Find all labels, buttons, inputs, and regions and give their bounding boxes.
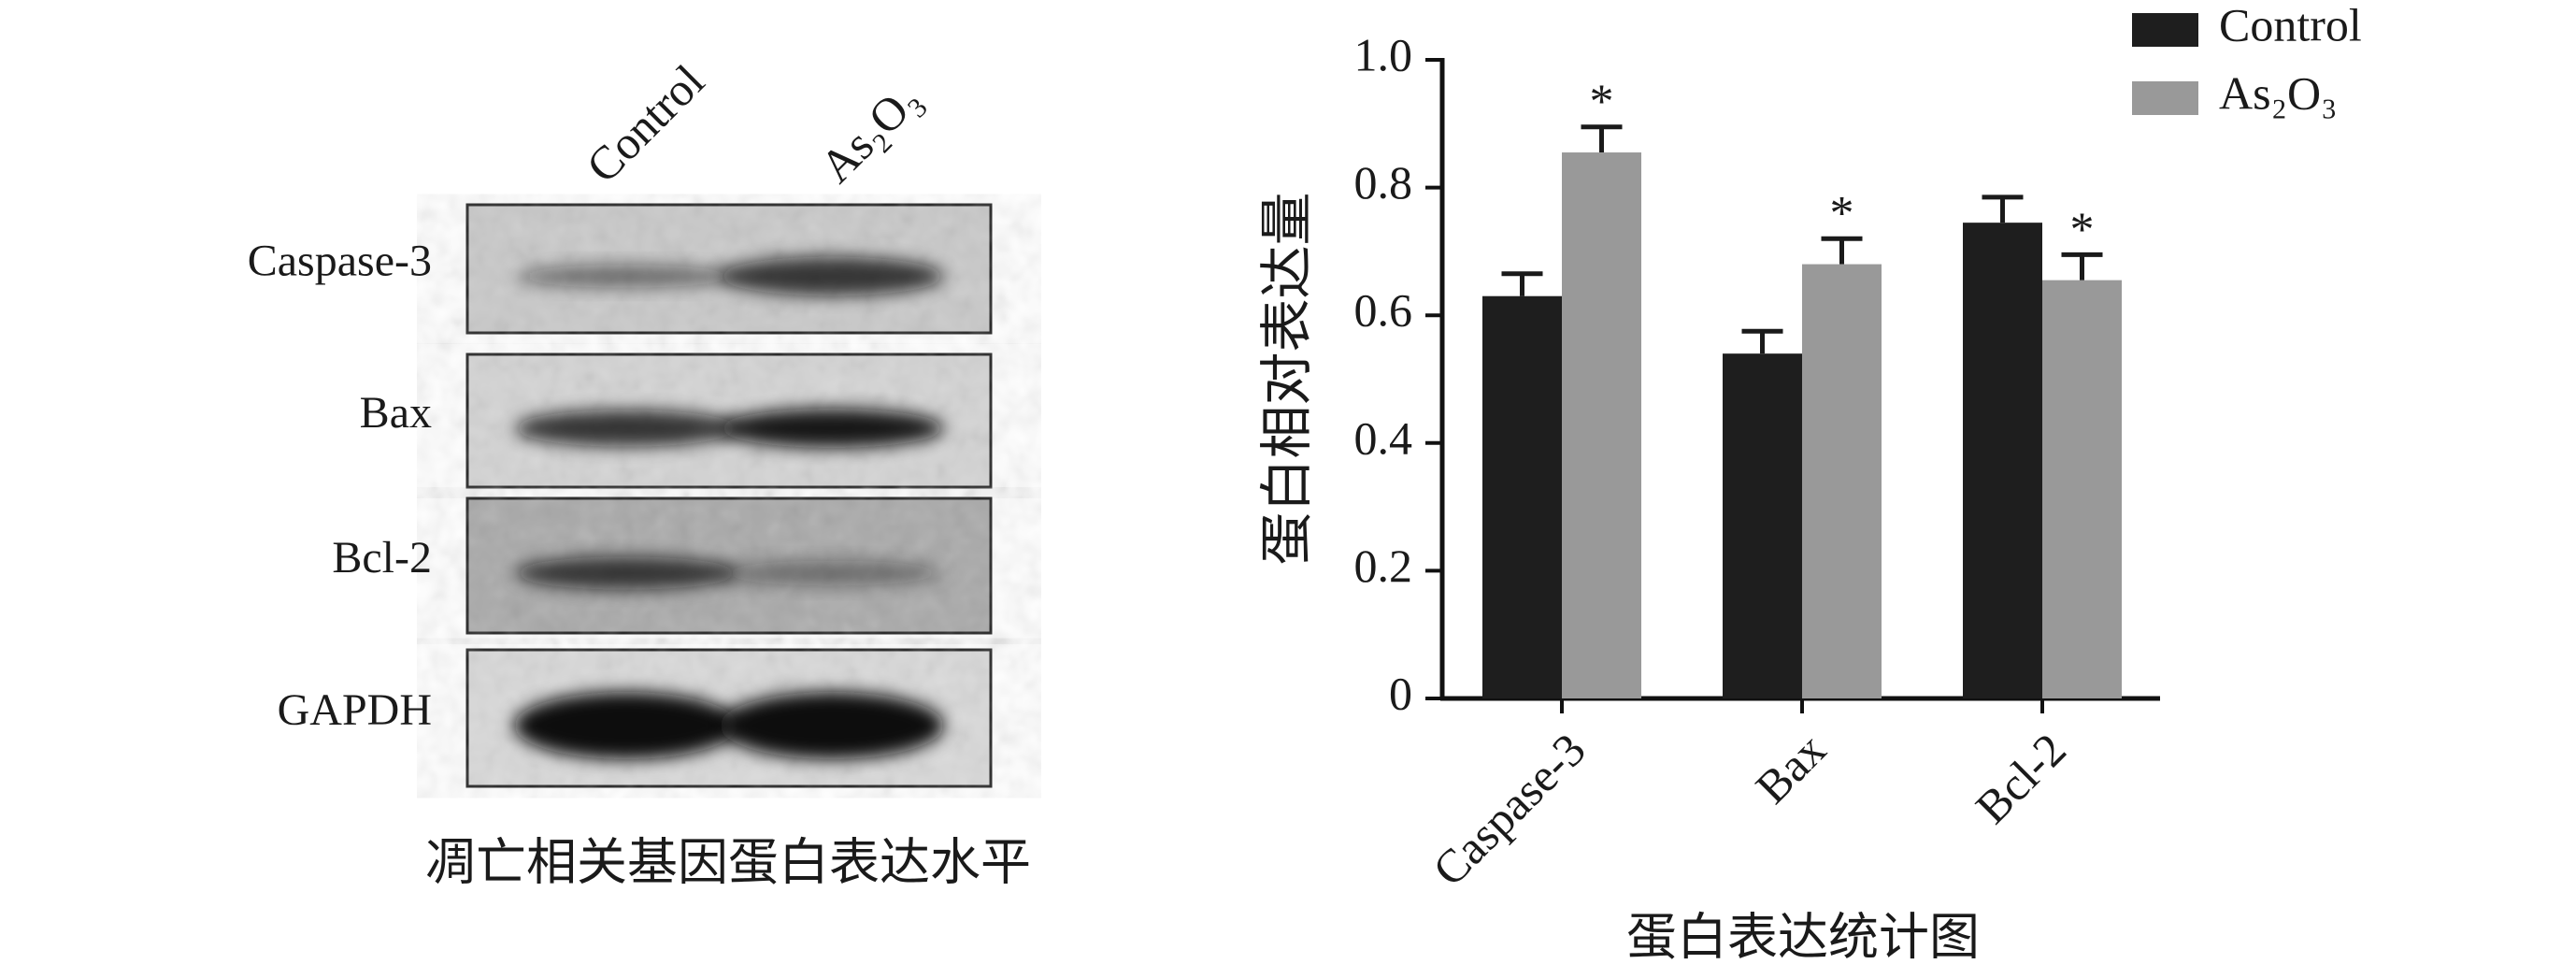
blot-band	[514, 265, 738, 288]
legend-label: Control	[2219, 0, 2362, 50]
row-label: Bcl-2	[332, 533, 432, 583]
lane-label: Control	[576, 54, 714, 193]
y-tick-label: 0.4	[1354, 411, 1413, 464]
y-tick-label: 0.6	[1354, 284, 1413, 337]
blot-band	[514, 692, 738, 759]
row-label: Caspase-3	[248, 237, 432, 286]
blot-band	[514, 556, 738, 590]
error-bar	[1741, 328, 1783, 354]
legend-label: As₂O₃	[2219, 66, 2338, 119]
bar	[1963, 223, 2042, 699]
blot-band	[720, 409, 944, 448]
x-tick-label: Caspase-3	[1423, 723, 1596, 896]
legend-swatch	[2132, 81, 2198, 115]
error-bar	[2061, 252, 2103, 281]
significance-label: *	[1590, 76, 1614, 129]
blot-caption: 凋亡相关基因蛋白表达水平	[425, 834, 1031, 890]
bar	[1482, 295, 1562, 698]
row-label: GAPDH	[278, 685, 432, 735]
bar	[1802, 264, 1882, 698]
significance-label: *	[1830, 187, 1854, 240]
x-tick-label: Bax	[1745, 723, 1836, 813]
error-bar	[1501, 271, 1543, 296]
y-tick-label: 0.8	[1354, 156, 1413, 209]
significance-label: *	[2070, 203, 2095, 256]
row-label: Bax	[360, 388, 432, 438]
y-tick-label: 0	[1389, 667, 1412, 719]
bar	[1562, 152, 1641, 698]
lane-label: As₂O₃	[809, 72, 930, 193]
blot-band	[514, 410, 738, 447]
bar	[2042, 280, 2122, 698]
bar-chart: 0 0.2 0.4 0.6 0.8 1.0 蛋白相对表达量 Caspase-3 * Bax * Bcl…	[1258, 0, 2362, 964]
blot-band	[720, 560, 944, 586]
y-axis-label: 蛋白相对表达量	[1258, 193, 1317, 566]
bar	[1723, 353, 1802, 698]
error-bar	[1982, 194, 2024, 223]
blot-band	[720, 692, 944, 759]
error-bar	[1581, 124, 1623, 153]
chart-caption: 蛋白表达统计图	[1626, 909, 1980, 964]
y-tick-label: 1.0	[1354, 28, 1413, 80]
error-bar	[1821, 236, 1863, 265]
x-tick-label: Bcl-2	[1966, 723, 2076, 833]
blot-band	[720, 256, 944, 296]
legend-swatch	[2132, 13, 2198, 47]
western-blot: Caspase-3 Bax Bcl-2 GAPDH Control As₂O₃ 凋亡相关基因…	[248, 54, 1031, 890]
y-tick-label: 0.2	[1354, 540, 1413, 592]
